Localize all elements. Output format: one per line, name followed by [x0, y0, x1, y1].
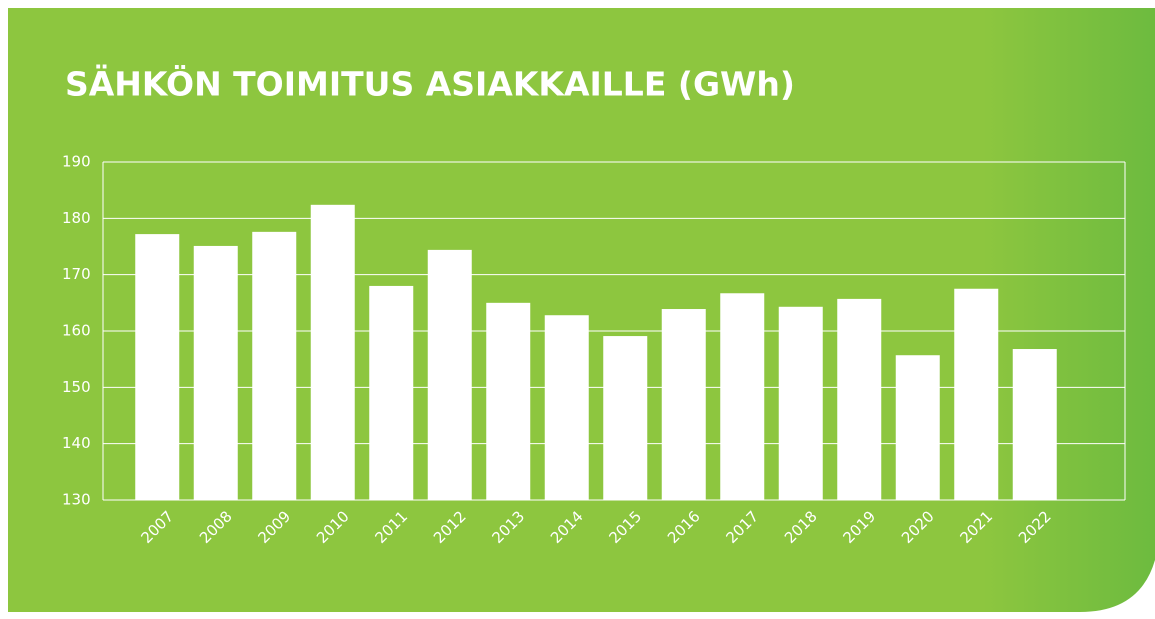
y-tick-label: 130 — [62, 491, 91, 509]
y-tick-label: 180 — [62, 209, 91, 227]
bar — [427, 249, 472, 500]
y-tick-label: 160 — [62, 322, 91, 340]
bar — [369, 285, 414, 500]
bar — [603, 336, 648, 500]
y-tick-label: 170 — [62, 265, 91, 283]
bar — [778, 306, 823, 500]
bar — [486, 302, 531, 500]
bar — [252, 231, 297, 500]
bar — [310, 204, 355, 500]
y-tick-label: 150 — [62, 378, 91, 396]
bar — [544, 315, 589, 500]
bar — [1012, 349, 1057, 500]
bar — [837, 298, 882, 500]
bar — [895, 355, 940, 500]
bar — [661, 309, 706, 500]
bar — [135, 234, 180, 500]
bar — [193, 245, 238, 500]
y-tick-label: 190 — [62, 153, 91, 171]
y-tick-label: 140 — [62, 434, 91, 452]
chart-title: SÄHKÖN TOIMITUS ASIAKKAILLE (GWh) — [65, 64, 795, 104]
bar — [720, 293, 765, 500]
bar — [954, 288, 999, 500]
